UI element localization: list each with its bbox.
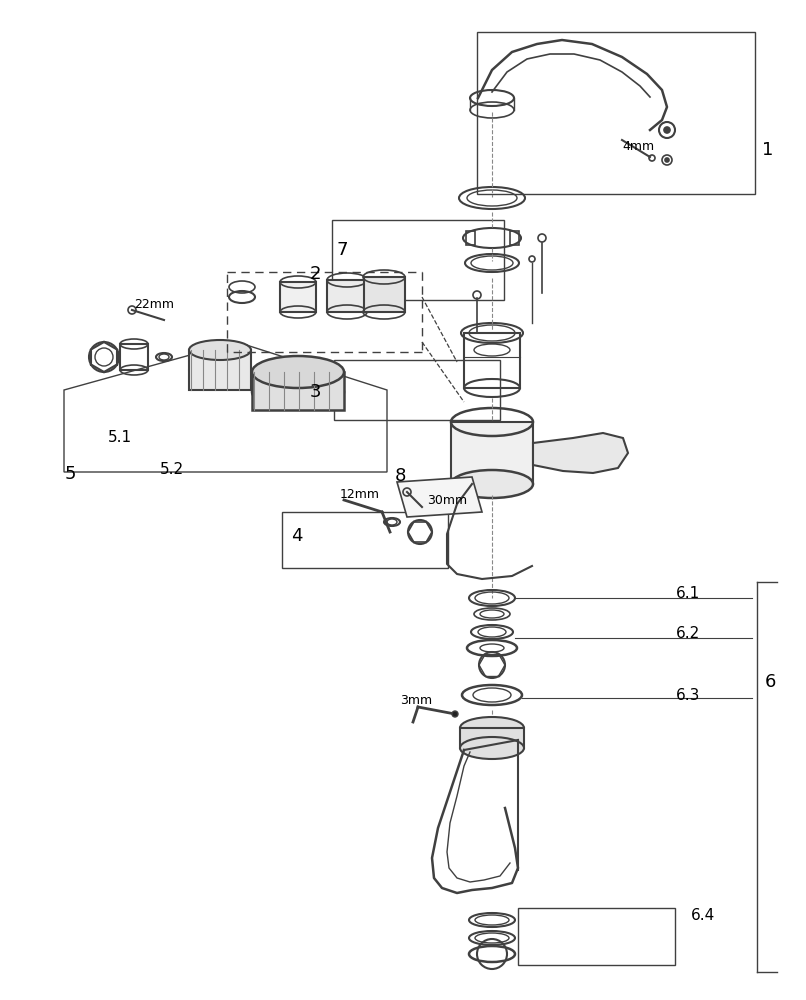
Polygon shape — [397, 477, 482, 517]
Bar — [460, 728, 524, 748]
Bar — [518, 908, 675, 965]
Text: 5: 5 — [64, 465, 76, 483]
Text: 6.1: 6.1 — [676, 586, 700, 601]
Text: 22mm: 22mm — [134, 298, 174, 312]
Bar — [466, 231, 475, 245]
Bar — [282, 512, 448, 568]
Bar — [334, 360, 500, 420]
Bar — [327, 280, 368, 312]
Circle shape — [664, 127, 670, 133]
Ellipse shape — [460, 717, 524, 739]
Text: 12mm: 12mm — [340, 488, 380, 500]
Bar — [464, 333, 520, 388]
Polygon shape — [533, 433, 628, 473]
Text: 6.2: 6.2 — [676, 626, 700, 642]
Bar — [332, 220, 504, 300]
Bar — [189, 350, 251, 390]
Text: 6: 6 — [764, 673, 775, 691]
Ellipse shape — [460, 737, 524, 759]
Bar — [364, 277, 405, 312]
Circle shape — [452, 711, 458, 717]
Text: 6.3: 6.3 — [675, 688, 700, 702]
Text: 3mm: 3mm — [400, 694, 432, 706]
Ellipse shape — [252, 356, 344, 388]
Bar — [120, 344, 148, 370]
Polygon shape — [451, 422, 533, 484]
Ellipse shape — [451, 470, 533, 498]
Text: 1: 1 — [762, 141, 774, 159]
Text: 3: 3 — [310, 383, 321, 401]
Circle shape — [665, 158, 669, 162]
Text: 30mm: 30mm — [427, 493, 467, 506]
Text: 2: 2 — [310, 265, 321, 283]
Text: 4mm: 4mm — [622, 140, 654, 153]
Bar — [280, 282, 316, 312]
Text: 6.4: 6.4 — [691, 908, 715, 922]
Bar — [477, 32, 755, 194]
Text: 8: 8 — [394, 467, 405, 485]
Bar — [252, 372, 344, 410]
Ellipse shape — [189, 340, 251, 360]
Text: 5.2: 5.2 — [160, 462, 184, 478]
Text: 4: 4 — [291, 527, 303, 545]
Text: 5.1: 5.1 — [108, 430, 132, 444]
Bar — [510, 231, 519, 245]
Text: 7: 7 — [336, 241, 347, 259]
